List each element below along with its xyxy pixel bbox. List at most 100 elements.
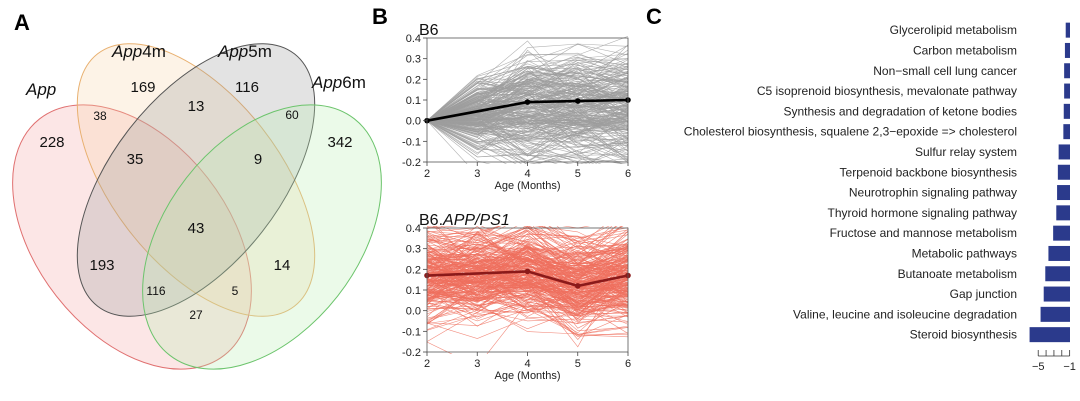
venn-count-app5m-app6m: 60 — [285, 108, 299, 122]
gene-trajectory-line — [427, 244, 628, 271]
x-tick-label: 2 — [424, 358, 430, 370]
venn-label-app6m: App6m — [311, 73, 366, 92]
mean-trajectory-line — [426, 98, 629, 122]
line-chart-b6: B6 -0.2 -0.1 0.0 0.1 0.2 0.3 0.4 2 3 4 5 6 Age (Month… — [402, 22, 631, 192]
pathway-bar — [1048, 245, 1070, 261]
venn-count-app4m-app5m: 13 — [188, 98, 205, 115]
gene-trajectory-line — [427, 243, 628, 303]
x-tick-label: 6 — [625, 358, 631, 370]
gene-trajectory-line — [427, 63, 628, 121]
gene-trajectory-line — [538, 226, 628, 239]
y-tick-label: -0.1 — [402, 326, 421, 338]
gene-trajectory-line — [427, 260, 628, 292]
gene-trajectory-line — [427, 258, 628, 275]
venn-set-app4m — [76, 43, 316, 317]
gene-trajectory-line — [427, 264, 628, 296]
gene-trajectory-line — [427, 36, 628, 121]
x-tick-label: −5 — [1032, 361, 1045, 373]
y-tick-label: 0.0 — [406, 306, 421, 318]
pathway-label: Glycerolipid metabolism — [890, 23, 1017, 37]
pathway-label: Valine, leucine and isoleucine degradati… — [793, 307, 1017, 321]
venn-diagram: App App4m App5m App6m 228 169 116 342 38… — [12, 42, 382, 370]
gene-trajectory-line — [427, 120, 628, 164]
y-tick-label: -0.2 — [402, 347, 421, 359]
panel-letter-c: C — [646, 4, 662, 29]
y-tick-label: 0.4 — [406, 33, 421, 45]
gene-trajectory-line — [427, 282, 628, 301]
y-tick-label: 0.2 — [406, 264, 421, 276]
gene-trajectory-line — [427, 281, 628, 300]
gene-trajectory-line — [427, 280, 628, 308]
gene-trajectory-line — [427, 260, 628, 285]
gene-trajectory-line — [427, 72, 628, 121]
gene-trajectory-line — [427, 276, 628, 314]
gene-trajectory-line — [427, 59, 628, 121]
x-tick-label: 3 — [474, 168, 480, 180]
gene-trajectory-line — [427, 227, 628, 280]
pathway-label: Neurotrophin signaling pathway — [849, 186, 1017, 200]
x-tick-label: 4 — [524, 358, 530, 370]
venn-count-app-only: 228 — [39, 134, 64, 151]
gene-trajectory-line — [427, 120, 628, 154]
x-tick-label: 4 — [524, 168, 530, 180]
y-tick-label: 0.1 — [406, 285, 421, 297]
gene-trajectory-line — [427, 58, 628, 121]
pathway-bar — [1064, 83, 1070, 99]
pathway-bar — [1057, 185, 1070, 201]
gene-trajectory-line — [427, 120, 628, 162]
pathway-bar — [1053, 225, 1070, 241]
panel-letter-a: A — [14, 10, 30, 35]
pathway-label: Metabolic pathways — [912, 246, 1017, 260]
x-tick-label: 2 — [424, 168, 430, 180]
y-tick-label: -0.2 — [402, 157, 421, 169]
x-axis-title: Age (Months) — [494, 180, 560, 192]
pathway-label: Cholesterol biosynthesis, squalene 2,3−e… — [684, 125, 1017, 139]
chart-title: B6 — [419, 22, 439, 39]
gene-trajectory-line — [427, 277, 628, 334]
gene-trajectory-line — [427, 235, 628, 257]
mean-trajectory-line — [426, 270, 629, 288]
chart-title-main: B6 — [419, 22, 439, 39]
gene-trajectory-line — [427, 111, 628, 149]
venn-count-app6m-only: 342 — [327, 134, 352, 151]
mean-point — [574, 98, 581, 104]
gene-trajectory-line — [427, 59, 628, 121]
pathway-label: Sulfur relay system — [915, 145, 1017, 159]
y-tick-label: 0.0 — [406, 116, 421, 128]
gene-trajectory-line — [427, 250, 628, 280]
x-tick-label: 3 — [474, 358, 480, 370]
pathway-bar — [1043, 286, 1070, 302]
gene-trajectory-line — [427, 91, 628, 127]
gene-trajectory-line — [427, 253, 628, 296]
gene-trajectory-line — [427, 78, 628, 121]
chart-title-main: B6. — [419, 212, 443, 229]
venn-set-app5m — [76, 43, 316, 317]
gene-trajectory-line — [427, 120, 468, 164]
pathway-bar — [1040, 306, 1070, 322]
x-tick-label: 6 — [625, 168, 631, 180]
venn-count-app5m-only: 116 — [235, 79, 259, 96]
gene-trajectory-line — [427, 76, 628, 121]
venn-count-app-app5m: 193 — [89, 257, 114, 274]
gene-trajectory-line — [427, 239, 628, 280]
gene-trajectory-line — [427, 93, 628, 121]
pathway-bar — [1029, 327, 1070, 343]
gene-trajectory-line — [427, 287, 628, 332]
gene-trajectory-line — [427, 264, 628, 310]
gene-trajectory-line — [548, 226, 628, 250]
gene-trajectory-line — [427, 51, 628, 121]
pathway-label: Synthesis and degradation of ketone bodi… — [783, 104, 1017, 118]
gene-trajectory-line — [427, 295, 628, 317]
line-chart-b6-app-ps1: B6.APP/PS1 -0.2 -0.1 0.0 0.1 0.2 0.3 0.4 2 3 4 5 6 Ag… — [402, 212, 631, 382]
pathway-label: Gap junction — [950, 287, 1017, 301]
pathway-label: Fructose and mannose metabolism — [830, 226, 1017, 240]
venn-label-app4m: App4m — [111, 42, 166, 61]
gene-trajectory-line — [427, 256, 628, 348]
gene-trajectory-line — [427, 120, 628, 163]
x-axis-title: Age (Months) — [494, 370, 560, 382]
pathway-bar — [1056, 205, 1070, 221]
gene-trajectory-line — [427, 278, 628, 309]
gene-trajectory-line — [427, 252, 628, 289]
gene-trajectory-line — [427, 120, 628, 141]
